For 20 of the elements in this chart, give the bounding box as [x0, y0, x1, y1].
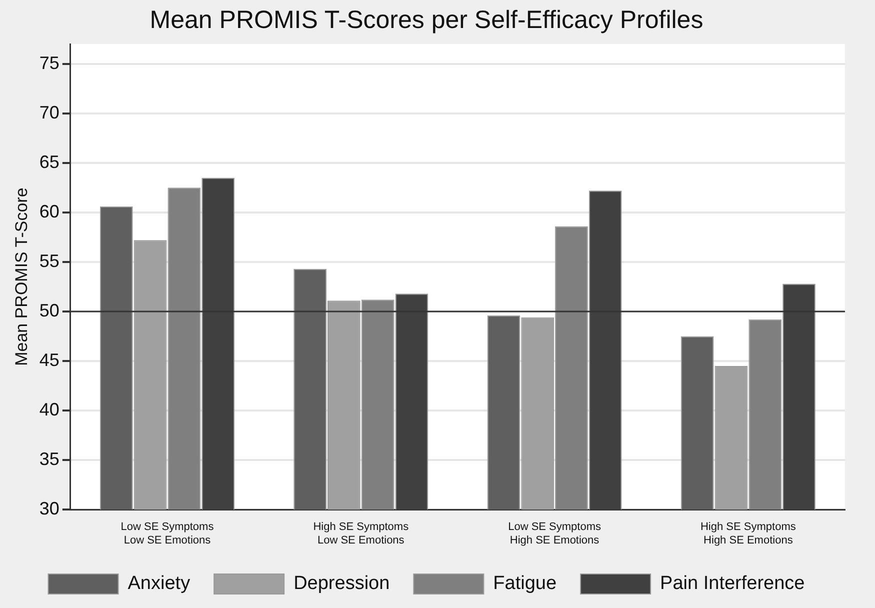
legend-label: Fatigue	[493, 573, 557, 594]
legend-label: Depression	[294, 573, 390, 594]
y-tick-label: 60	[39, 201, 60, 222]
y-tick-label: 70	[39, 102, 60, 122]
x-tick-label: Low SE Symptoms High SE Emotions	[508, 521, 602, 546]
y-tick-label: 65	[39, 152, 60, 172]
x-tick-label: High SE Symptoms High SE Emotions	[700, 521, 796, 546]
y-tick-label: 50	[39, 300, 60, 320]
legend-label: Pain Interference	[660, 573, 805, 594]
y-axis-title: Mean PROMIS T-Score	[12, 188, 31, 366]
y-tick-label: 30	[39, 498, 60, 519]
y-tick-label: 55	[39, 250, 60, 271]
y-tick-label: 45	[39, 350, 60, 370]
y-tick-label: 75	[39, 52, 60, 73]
legend-label: Anxiety	[128, 573, 191, 594]
x-tick-label: High SE Symptoms Low SE Emotions	[313, 521, 410, 546]
y-tick-label: 35	[39, 449, 60, 470]
chart-title: Mean PROMIS T-Scores per Self-Efficacy Profiles	[150, 6, 704, 34]
y-tick-label: 40	[39, 400, 60, 420]
x-tick-label: Low SE Symptoms Low SE Emotions	[120, 521, 214, 546]
